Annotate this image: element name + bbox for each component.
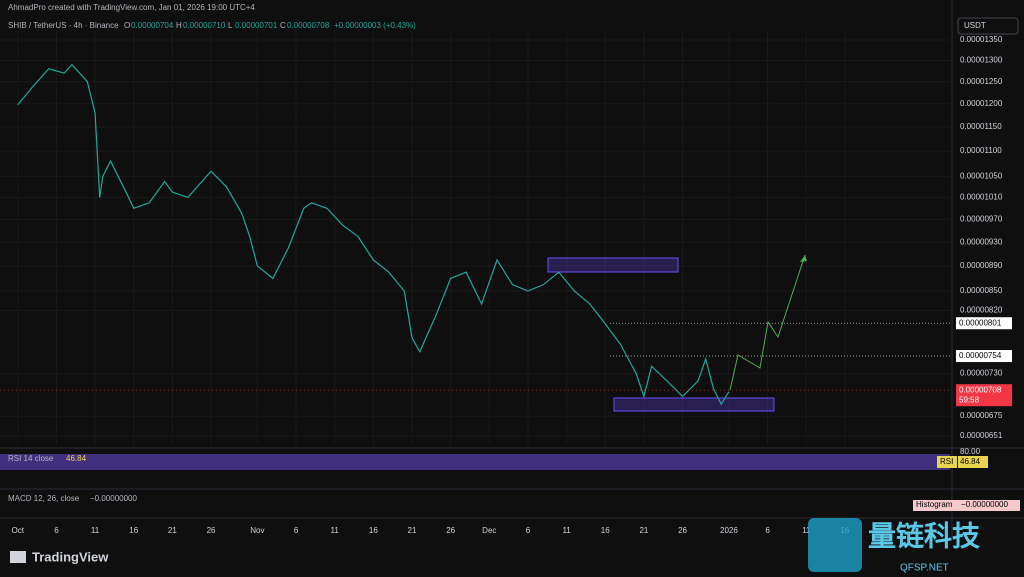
rsi-tag-bg — [937, 456, 957, 468]
rsi-value: 46.84 — [66, 454, 87, 463]
x-tick-label: 16 — [369, 526, 378, 535]
price-line — [17, 63, 730, 406]
y-tick-label: 0.00001050 — [960, 171, 1003, 180]
x-tick-label: 21 — [168, 526, 177, 535]
rsi-axis-value: 46.84 — [960, 457, 981, 466]
watermark-sub: QFSP.NET — [900, 563, 949, 574]
ohlc-value: 0.00000701 — [235, 21, 278, 30]
logo-mark — [10, 551, 26, 563]
y-tick-label: 0.00000850 — [960, 286, 1003, 295]
currency: USDT — [964, 21, 986, 30]
y-tick-label: 0.00000820 — [960, 306, 1003, 315]
rsi-value-bg — [958, 456, 988, 468]
x-tick-label: 21 — [408, 526, 417, 535]
credit: AhmadPro created with TradingView.com, J… — [8, 3, 255, 12]
price-label: 0.00000801 — [959, 318, 1002, 327]
price-plot — [0, 63, 950, 406]
x-tick-label: 11 — [331, 526, 340, 535]
ohlc: O 0.00000704 H 0.00000710 L 0.00000701 C 0.0000… — [124, 21, 330, 30]
y-tick-label: 0.00001200 — [960, 99, 1003, 108]
ohlc-value: 0.00000708 — [287, 21, 330, 30]
x-tick-label: 6 — [294, 526, 299, 535]
demand-zone — [613, 397, 775, 412]
ohlc-key: O — [124, 21, 130, 30]
macd-tag-bg — [913, 500, 958, 511]
y-tick-label: 0.00001250 — [960, 77, 1003, 86]
y-tick-label: 0.00001100 — [960, 146, 1002, 155]
y-tick-label: 0.00000930 — [960, 237, 1003, 246]
time-axis: Oct 6 11 16 21 26 Nov 6 11 16 21 26 Dec 6 11 16 21 26 2026… — [12, 526, 850, 535]
forecast-arrowhead — [800, 255, 807, 262]
change: +0.00000003 (+0.43%) — [334, 21, 416, 30]
ohlc-key: L — [228, 21, 233, 30]
ohlc-key: H — [176, 21, 182, 30]
x-tick-label: Dec — [482, 526, 496, 535]
x-tick-label: Nov — [250, 526, 264, 535]
watermark-icon — [808, 518, 862, 572]
macd-value-bg — [958, 500, 1020, 511]
currency-box — [957, 17, 1019, 35]
macd-value: −0.00000000 — [90, 494, 137, 503]
x-tick-label: Oct — [12, 526, 25, 535]
logo: TradingView — [32, 549, 109, 564]
y-tick-label: 0.00000890 — [960, 261, 1003, 270]
y-tick-label: 0.00000651 — [960, 431, 1003, 440]
macd-title: MACD 12, 26, close — [8, 494, 80, 503]
price-label: 0.00000754 — [959, 351, 1002, 360]
macd-tag: Histogram — [916, 500, 953, 509]
x-tick-label: 6 — [54, 526, 59, 535]
ohlc-value: 0.00000710 — [183, 21, 226, 30]
x-tick-label: 26 — [207, 526, 216, 535]
x-tick-label: 11 — [562, 526, 571, 535]
x-tick-label: 11 — [802, 526, 811, 535]
rsi-level: 80.00 — [960, 447, 981, 456]
rsi-band — [0, 454, 950, 470]
last-price: 0.00000708 — [959, 385, 1002, 394]
rsi-title: RSI 14 close — [8, 454, 54, 463]
grid — [0, 30, 950, 445]
rsi-tag: RSI — [940, 457, 953, 466]
ohlc-key: C — [280, 21, 286, 30]
ohlc-value: 0.00000704 — [131, 21, 174, 30]
last-price-bg — [956, 384, 1012, 407]
y-tick-label: 0.00000675 — [960, 411, 1003, 420]
forecast-path — [729, 254, 806, 391]
x-tick-label: 16 — [601, 526, 610, 535]
x-tick-label: 16 — [129, 526, 138, 535]
macd-axis-value: −0.00000000 — [961, 500, 1008, 509]
x-tick-label: 2026 — [720, 526, 738, 535]
symbol: SHIB / TetherUS · 4h · Binance — [8, 21, 119, 30]
y-tick-label: 0.00001300 — [960, 56, 1003, 65]
y-tick-label: 0.00000970 — [960, 214, 1003, 223]
x-tick-label: 6 — [526, 526, 531, 535]
x-tick-label: 21 — [639, 526, 648, 535]
y-tick-label: 0.00000730 — [960, 369, 1003, 378]
y-tick-label: 0.00001010 — [960, 193, 1003, 202]
countdown: 59:58 — [959, 395, 980, 404]
watermark: 量链科技 — [868, 520, 980, 551]
x-tick-label: 26 — [678, 526, 687, 535]
x-tick-label: 6 — [765, 526, 770, 535]
y-tick-label: 0.00001150 — [960, 122, 1002, 131]
price-label-bg — [956, 317, 1012, 330]
x-tick-label: 11 — [91, 526, 100, 535]
supply-zone — [547, 257, 679, 273]
x-tick-label: 26 — [446, 526, 455, 535]
price-label-bg — [956, 350, 1012, 363]
y-tick-label: 0.00001350 — [960, 35, 1003, 44]
